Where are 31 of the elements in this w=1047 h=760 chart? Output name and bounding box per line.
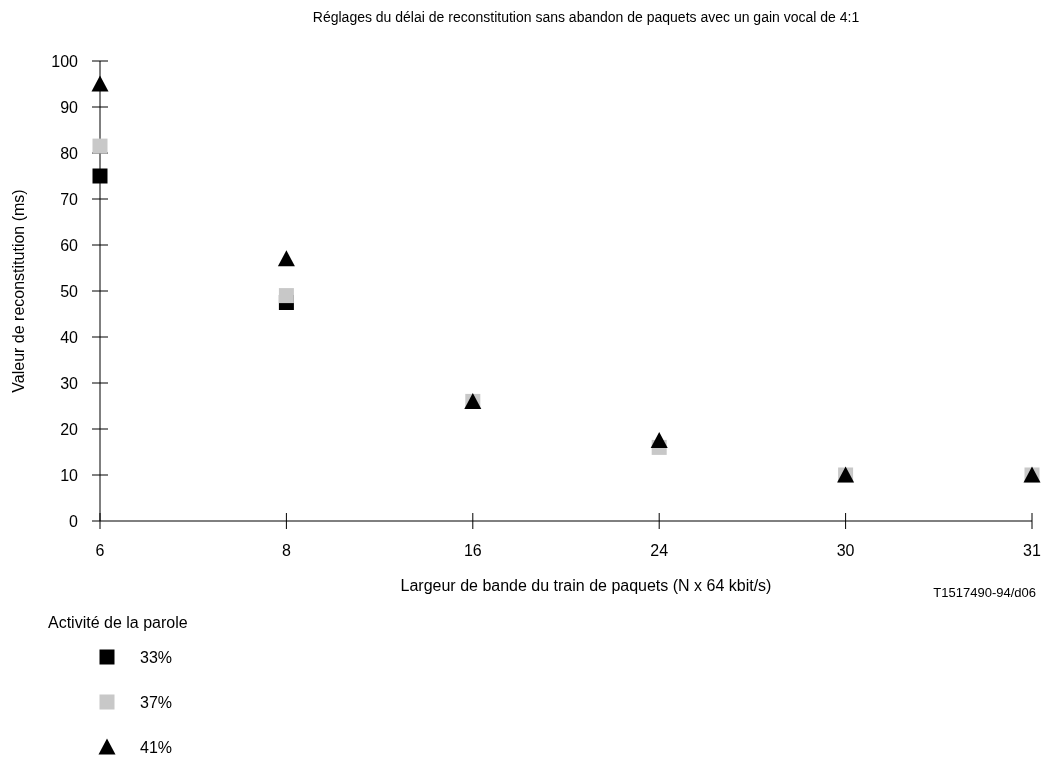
y-tick-label: 80	[60, 144, 79, 162]
x-tick-label: 8	[281, 542, 291, 559]
y-axis-title: Valeur de reconstitution (ms)	[10, 189, 27, 393]
x-tick-label: 6	[95, 542, 105, 559]
x-tick-label: 24	[650, 542, 669, 559]
point	[650, 432, 668, 448]
point	[92, 168, 108, 184]
y-tick-label: 70	[60, 190, 79, 208]
y-tick-label: 100	[51, 52, 79, 70]
legend-label: 33%	[140, 648, 173, 666]
text: T1517490-94/d06	[933, 585, 1036, 600]
y-tick-label: 20	[60, 420, 79, 438]
point	[277, 250, 295, 267]
y-tick-label: 0	[69, 512, 79, 530]
y-tick-label: 40	[60, 328, 79, 346]
chart-title: Réglages du délai de reconstitution sans abandon de paquets avec un gain vocal de 4:1	[312, 9, 860, 25]
y-tick-label: 10	[60, 466, 79, 484]
point	[92, 138, 108, 154]
x-tick-label: 16	[463, 542, 482, 559]
point	[278, 288, 294, 304]
point	[91, 75, 109, 92]
x-tick-label: 31	[1023, 542, 1041, 559]
y-tick-label: 90	[60, 98, 79, 116]
x-axis-title: Largeur de bande du train de paquets (N x 64 kbit/s)	[400, 577, 772, 594]
legend-label: 37%	[140, 693, 173, 711]
y-tick-label: 60	[60, 236, 79, 254]
y-tick-label: 30	[60, 374, 79, 392]
legend-label: 41%	[140, 738, 173, 756]
legend-title: Activité de la parole	[48, 614, 188, 631]
y-tick-label: 50	[60, 282, 79, 300]
x-tick-label: 30	[836, 542, 855, 559]
